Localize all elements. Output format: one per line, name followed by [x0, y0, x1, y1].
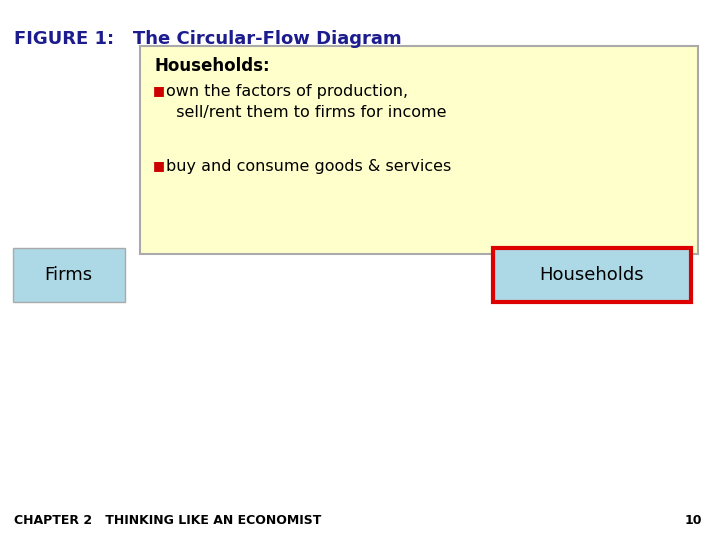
FancyBboxPatch shape: [493, 248, 691, 302]
FancyBboxPatch shape: [13, 248, 125, 302]
Text: FIGURE 1:   The Circular-Flow Diagram: FIGURE 1: The Circular-Flow Diagram: [14, 30, 402, 48]
Text: buy and consume goods & services: buy and consume goods & services: [166, 159, 451, 174]
Text: ■: ■: [153, 84, 165, 97]
Text: Households: Households: [539, 266, 644, 285]
Text: own the factors of production,
  sell/rent them to firms for income: own the factors of production, sell/rent…: [166, 84, 446, 120]
Text: Firms: Firms: [45, 266, 92, 285]
Text: 10: 10: [685, 514, 702, 526]
FancyBboxPatch shape: [140, 46, 698, 254]
Text: Households:: Households:: [155, 57, 271, 75]
Text: CHAPTER 2   THINKING LIKE AN ECONOMIST: CHAPTER 2 THINKING LIKE AN ECONOMIST: [14, 514, 322, 526]
Text: ■: ■: [153, 159, 165, 172]
